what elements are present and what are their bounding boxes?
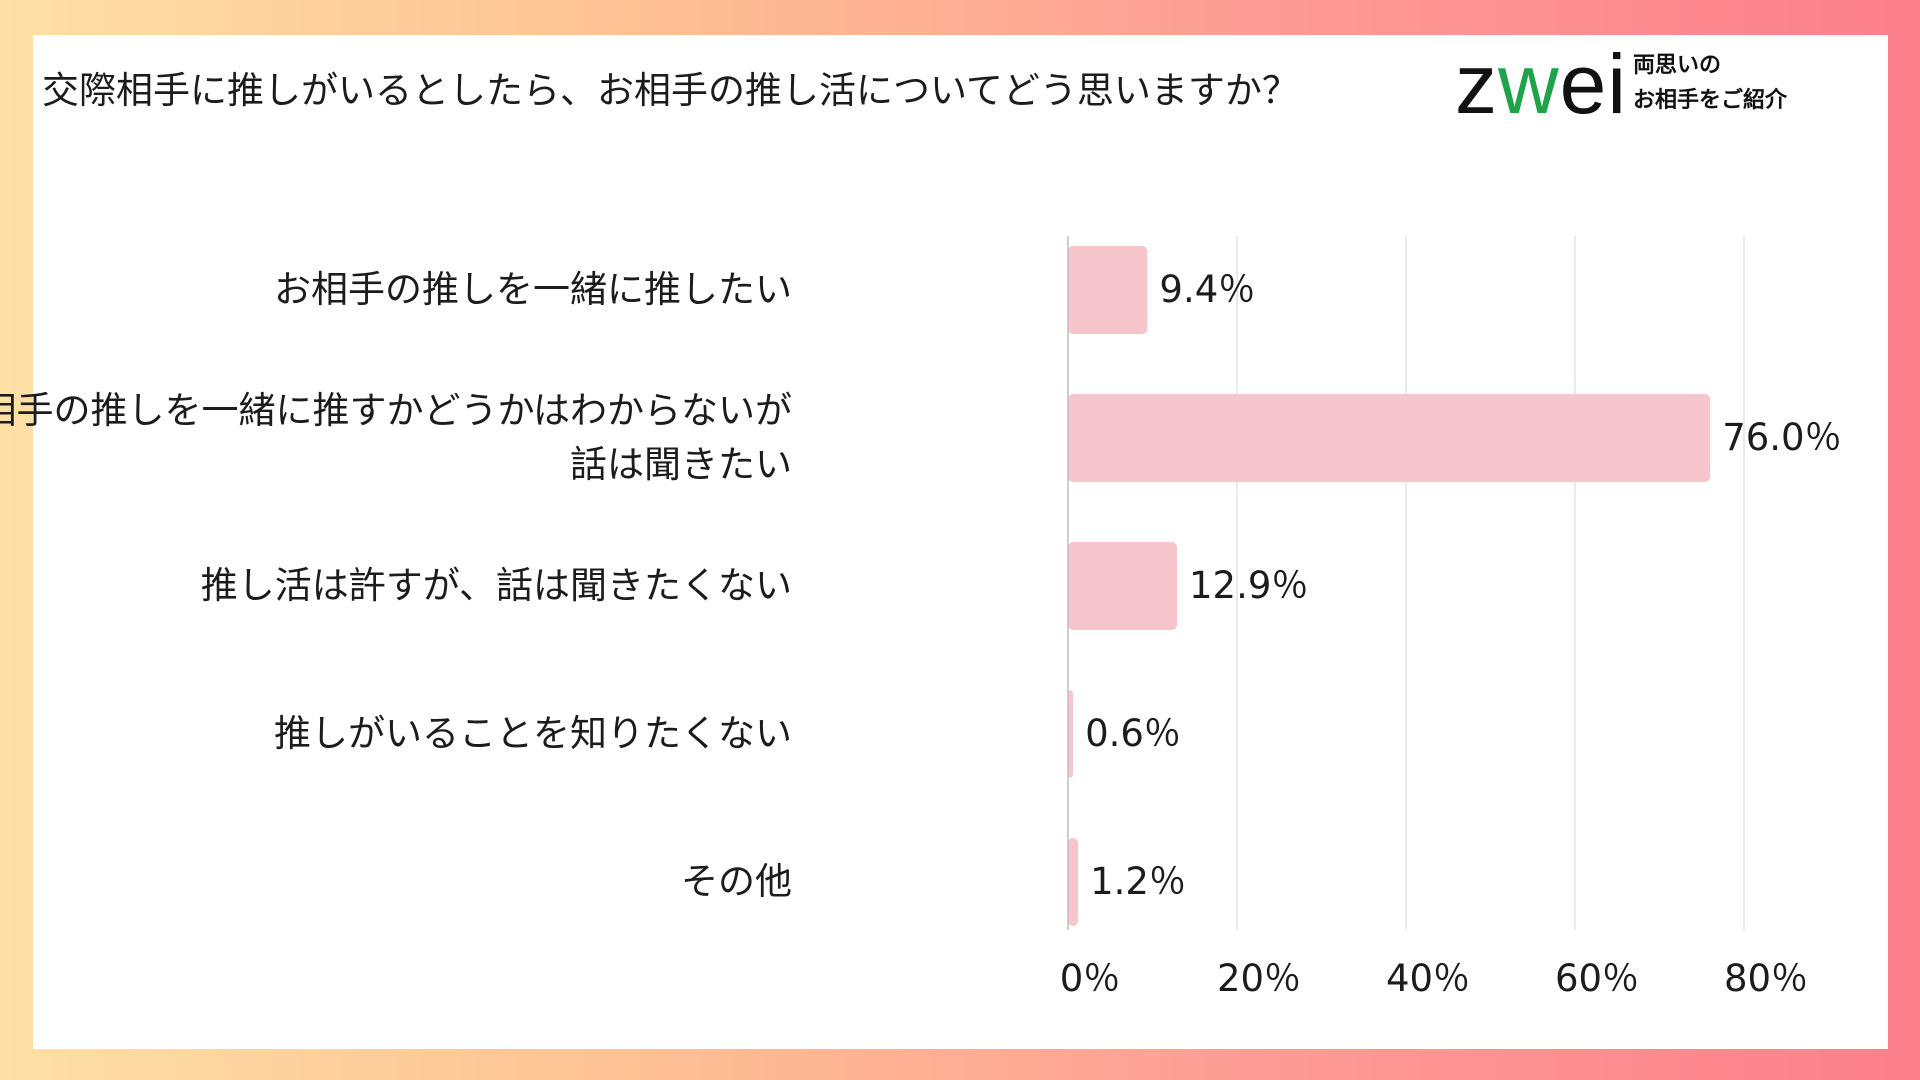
- category-label-line: お相手の推しを一緒に推したい: [274, 268, 792, 311]
- bar-4: [1068, 838, 1079, 926]
- value-label: 76.0％: [1722, 416, 1842, 459]
- logo-letter: i: [1607, 37, 1628, 131]
- category-label: その他: [681, 855, 792, 909]
- bar-1: [1068, 394, 1711, 482]
- category-label: 推し活は許すが、話は聞きたくない: [201, 559, 792, 613]
- bar-3: [1068, 690, 1074, 778]
- x-tick-label: 20％: [1216, 957, 1302, 1000]
- x-tick-label: 0％: [1059, 957, 1121, 1000]
- brand-logo: zwei 両思いの お相手をご紹介: [1455, 42, 1835, 152]
- category-label-line: 推しがいることを知りたくない: [274, 712, 792, 755]
- logo-tagline: 両思いの お相手をご紹介: [1633, 48, 1787, 118]
- logo-wordmark: zwei: [1455, 42, 1627, 126]
- x-tick-label: 40％: [1385, 957, 1471, 1000]
- category-label-line: 推し活は許すが、話は聞きたくない: [200, 564, 792, 607]
- value-label: 12.9％: [1189, 564, 1309, 607]
- category-label-line: その他: [681, 860, 792, 903]
- value-label: 1.2％: [1090, 860, 1186, 903]
- logo-letter: z: [1455, 37, 1498, 131]
- logo-tagline-line2: お相手をご紹介: [1633, 87, 1788, 113]
- category-label: お相手の推しを一緒に推したい: [274, 263, 792, 317]
- logo-letter: e: [1559, 37, 1608, 131]
- category-label-line: 話は聞きたい: [570, 443, 792, 486]
- category-label-line: お相手の推しを一緒に推すかどうかはわからないが: [0, 389, 792, 432]
- logo-tagline-line1: 両思いの: [1633, 52, 1722, 78]
- category-label: お相手の推しを一緒に推すかどうかはわからないが話は聞きたい: [0, 384, 792, 492]
- bar-0: [1068, 246, 1148, 334]
- x-tick-label: 60％: [1554, 957, 1640, 1000]
- value-label: 0.6％: [1085, 712, 1181, 755]
- chart-title: 交際相手に推しがいるとしたら、お相手の推し活についてどう思いますか？: [42, 69, 1299, 112]
- value-label: 9.4％: [1159, 268, 1256, 311]
- bar-2: [1068, 542, 1178, 630]
- logo-heart-letter: w: [1498, 37, 1560, 131]
- x-tick-label: 80％: [1723, 957, 1809, 1000]
- category-label: 推しがいることを知りたくない: [274, 707, 792, 761]
- chart-card: [33, 35, 1888, 1049]
